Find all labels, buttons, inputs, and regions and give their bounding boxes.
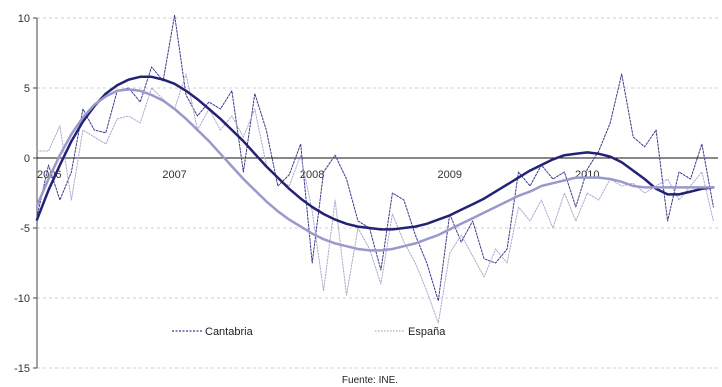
x-tick-label: 2007 (162, 169, 186, 181)
series-line (36, 73, 714, 324)
x-tick-label: 2008 (300, 169, 324, 181)
source-note: Fuente: INE. (342, 375, 398, 386)
x-axis: 2006 2007 2008 2009 2010 (37, 169, 600, 181)
y-tick-label: -15 (14, 363, 30, 375)
x-tick-label: 2009 (437, 169, 461, 181)
y-tick-label: 0 (24, 153, 30, 165)
series-line (35, 75, 715, 231)
legend: Cantabria España (172, 326, 446, 338)
series-line (36, 14, 714, 302)
gridlines (37, 17, 718, 369)
legend-label: Cantabria (205, 326, 254, 338)
legend-label: España (408, 326, 446, 338)
series-lines (35, 14, 715, 324)
y-axis: 10 5 0 -5 -10 -15 (14, 13, 38, 375)
series-line (35, 88, 715, 252)
y-tick-label: 5 (24, 83, 30, 95)
y-tick-label: 10 (18, 13, 30, 25)
y-tick-label: -5 (20, 223, 30, 235)
y-tick-label: -10 (14, 293, 30, 305)
